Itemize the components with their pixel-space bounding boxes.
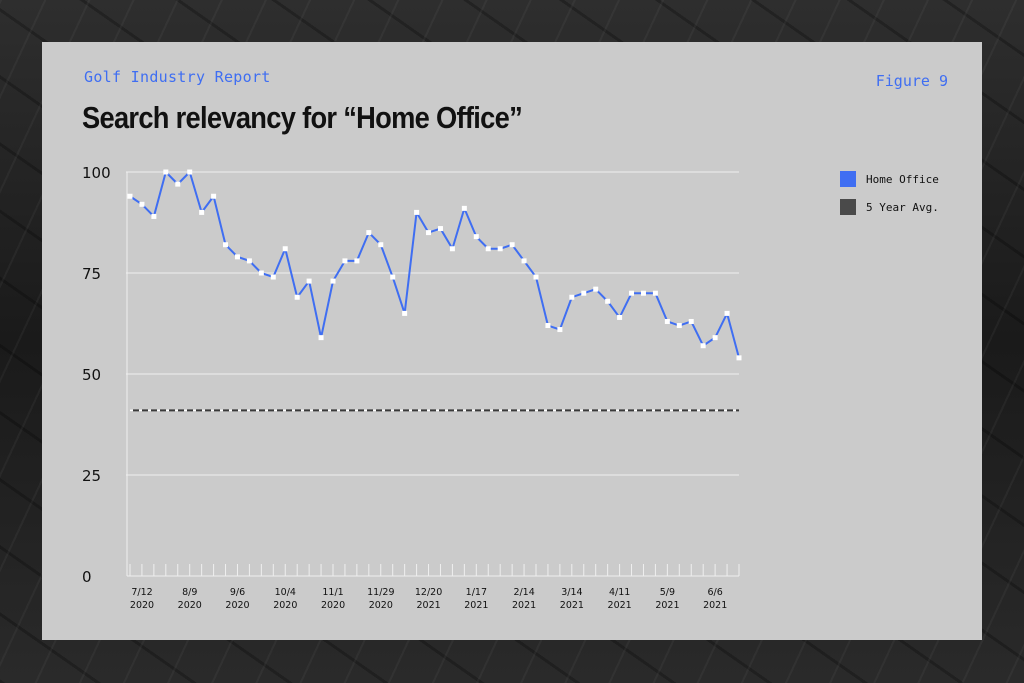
data-point-home-office — [521, 258, 527, 264]
y-tick-label: 0 — [82, 568, 92, 586]
data-point-home-office — [402, 310, 408, 316]
x-tick-label: 2/14 — [513, 587, 534, 598]
data-point-home-office — [437, 226, 443, 232]
data-point-home-office — [258, 270, 264, 276]
figure-number: Figure 9 — [875, 72, 948, 90]
data-point-home-office — [390, 274, 396, 280]
x-tick-label: 1/17 — [466, 587, 487, 598]
legend-swatch-home-office — [840, 171, 856, 187]
data-point-home-office — [163, 169, 169, 175]
data-point-home-office — [318, 335, 324, 341]
data-point-home-office — [509, 242, 515, 248]
x-tick-label-year: 2021 — [512, 600, 536, 611]
data-point-home-office — [354, 258, 360, 264]
data-point-home-office — [700, 343, 706, 349]
data-point-home-office — [139, 201, 145, 207]
x-tick-label-year: 2021 — [608, 600, 632, 611]
report-label: Golf Industry Report — [84, 68, 271, 86]
data-point-home-office — [652, 290, 658, 296]
x-tick-label: 4/11 — [609, 587, 630, 598]
x-tick-label: 9/6 — [230, 587, 245, 598]
data-point-home-office — [629, 290, 635, 296]
data-point-home-office — [306, 278, 312, 284]
data-point-home-office — [199, 209, 205, 215]
data-point-home-office — [569, 294, 575, 300]
data-point-home-office — [127, 193, 133, 199]
y-tick-label: 50 — [82, 366, 101, 384]
x-tick-label: 11/1 — [322, 587, 343, 598]
x-tick-label-year: 2020 — [369, 600, 393, 611]
legend-label-home-office: Home Office — [866, 172, 939, 186]
data-point-home-office — [688, 318, 694, 324]
data-point-home-office — [414, 209, 420, 215]
x-tick-label: 11/29 — [367, 587, 394, 598]
legend-item-home-office: Home Office — [840, 170, 939, 188]
data-point-home-office — [461, 205, 467, 211]
y-tick-label: 100 — [82, 164, 111, 182]
x-tick-label: 5/9 — [660, 587, 675, 598]
data-point-home-office — [712, 335, 718, 341]
data-point-home-office — [581, 290, 587, 296]
data-point-home-office — [640, 290, 646, 296]
legend-item-5-year-avg: 5 Year Avg. — [840, 198, 939, 216]
x-tick-label-year: 2020 — [178, 600, 202, 611]
x-tick-label-year: 2020 — [273, 600, 297, 611]
figure-card: Golf Industry Report Figure 9 Search rel… — [42, 42, 982, 640]
x-tick-label-year: 2020 — [225, 600, 249, 611]
x-tick-label-year: 2021 — [416, 600, 440, 611]
chart-title: Search relevancy for “Home Office” — [82, 100, 523, 135]
x-tick-label: 10/4 — [275, 587, 296, 598]
data-point-home-office — [593, 286, 599, 292]
x-tick-label-year: 2020 — [130, 600, 154, 611]
data-point-home-office — [294, 294, 300, 300]
data-point-home-office — [449, 246, 455, 252]
x-tick-label: 3/14 — [561, 587, 582, 598]
line-chart: 0 25 50 75 100 7/12 2020 8/9 2020 9/6 2020 10/4 2020… — [82, 164, 742, 611]
data-point-home-office — [557, 327, 563, 333]
legend-swatch-5-year-avg — [840, 199, 856, 215]
data-point-home-office — [234, 254, 240, 260]
data-point-home-office — [187, 169, 193, 175]
data-point-home-office — [545, 323, 551, 329]
data-point-home-office — [270, 274, 276, 280]
data-point-home-office — [366, 230, 372, 236]
data-point-home-office — [426, 230, 432, 236]
legend-label-5-year-avg: 5 Year Avg. — [866, 200, 939, 214]
x-tick-label-year: 2020 — [321, 600, 345, 611]
data-point-home-office — [246, 258, 252, 264]
data-point-home-office — [223, 242, 229, 248]
data-point-home-office — [676, 323, 682, 329]
x-tick-label-year: 2021 — [703, 600, 727, 611]
data-point-home-office — [617, 314, 623, 320]
x-tick-label: 8/9 — [182, 587, 197, 598]
data-point-home-office — [211, 193, 217, 199]
y-tick-label: 75 — [82, 265, 101, 283]
data-point-home-office — [330, 278, 336, 284]
data-point-home-office — [175, 181, 181, 187]
y-tick-label: 25 — [82, 467, 101, 485]
data-point-home-office — [151, 213, 157, 219]
data-point-home-office — [533, 274, 539, 280]
x-tick-label-year: 2021 — [655, 600, 679, 611]
legend: Home Office 5 Year Avg. — [840, 170, 939, 226]
x-tick-label-year: 2021 — [464, 600, 488, 611]
data-point-home-office — [473, 234, 479, 240]
x-tick-label: 7/12 — [131, 587, 152, 598]
data-point-home-office — [342, 258, 348, 264]
data-point-home-office — [378, 242, 384, 248]
data-point-home-office — [282, 246, 288, 252]
x-tick-label: 12/20 — [415, 587, 442, 598]
data-point-home-office — [497, 246, 503, 252]
data-point-home-office — [724, 310, 730, 316]
data-point-home-office — [485, 246, 491, 252]
data-point-home-office — [605, 298, 611, 304]
data-point-home-office — [664, 318, 670, 324]
x-tick-label: 6/6 — [708, 587, 723, 598]
series-line-home-office — [129, 171, 740, 359]
x-tick-label-year: 2021 — [560, 600, 584, 611]
data-point-home-office — [736, 355, 742, 361]
